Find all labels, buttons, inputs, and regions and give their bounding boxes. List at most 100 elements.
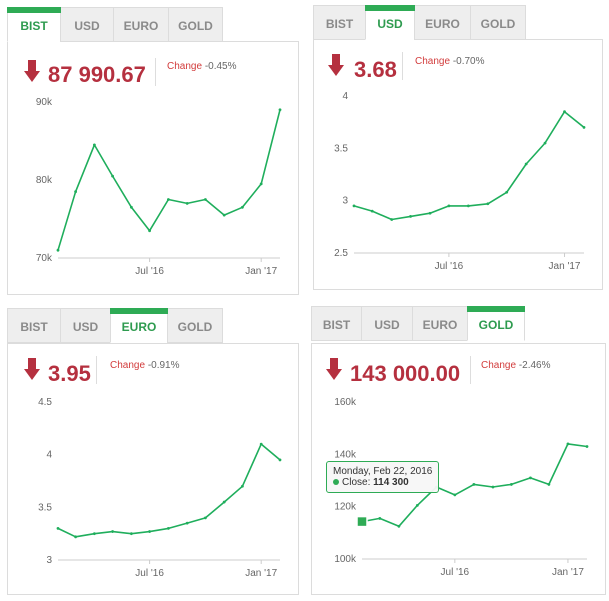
price-chart[interactable]: 2.5 3 3.5 4 Jul '16 Jan '17: [314, 88, 604, 278]
change-value: -0.45%: [204, 61, 237, 72]
data-point: [56, 248, 60, 252]
y-tick-label: 3: [46, 555, 52, 566]
tooltip-date: Monday, Feb 22, 2016: [333, 466, 433, 477]
data-point: [543, 141, 547, 145]
tab-euro[interactable]: EURO: [414, 5, 470, 40]
data-point: [524, 162, 528, 166]
x-tick-label: Jul '16: [135, 266, 164, 277]
change-value: -2.46%: [518, 360, 551, 371]
divider: [470, 356, 471, 384]
data-point: [547, 483, 551, 486]
data-point: [240, 205, 244, 209]
y-tick-label: 4.5: [38, 397, 52, 408]
data-point: [486, 202, 490, 206]
y-tick-label: 140k: [334, 449, 357, 460]
change-label: Change: [167, 61, 203, 72]
data-point: [166, 198, 170, 201]
down-arrow-icon: [328, 54, 344, 76]
tooltip-label: Close:: [342, 477, 371, 488]
x-tick-label: Jul '16: [435, 261, 464, 272]
tab-euro[interactable]: EURO: [412, 306, 467, 341]
x-tick-label: Jan '17: [245, 266, 277, 277]
quote-panel: 87 990.67 Change -0.45% 70k 80k 90k Jul '16…: [7, 41, 299, 295]
tab-bist[interactable]: BIST: [7, 7, 61, 42]
tab-gold[interactable]: GOLD: [168, 7, 223, 42]
series-line: [57, 443, 281, 538]
change-value: -0.91%: [147, 360, 180, 371]
divider: [96, 356, 97, 384]
tab-bar: BIST USD EURO GOLD: [313, 5, 526, 40]
data-point: [74, 535, 77, 539]
data-point: [111, 174, 114, 178]
y-tick-label: 4: [342, 91, 348, 102]
change-text: Change -0.91%: [110, 360, 180, 371]
tab-bist[interactable]: BIST: [311, 306, 361, 341]
down-arrow-icon: [24, 60, 40, 82]
tab-usd[interactable]: USD: [361, 306, 412, 341]
data-point: [56, 527, 60, 530]
data-point: [259, 442, 263, 446]
data-point: [278, 108, 282, 112]
data-point: [185, 202, 189, 205]
data-point: [505, 190, 509, 194]
tab-gold[interactable]: GOLD: [467, 306, 525, 341]
quote-panel: 143 000.00 Change -2.46% 100k 120k 140k 160…: [311, 343, 606, 595]
tooltip-row: Close: 114 300: [333, 477, 432, 488]
y-tick-label: 70k: [36, 253, 53, 264]
y-tick-label: 80k: [36, 175, 53, 186]
data-point: [563, 110, 566, 114]
tab-gold[interactable]: GOLD: [167, 308, 223, 343]
data-point: [409, 214, 412, 218]
gold-widget: BIST USD EURO GOLD 143 000.00 Change -2.…: [311, 306, 606, 595]
tooltip-value: 114 300: [373, 477, 409, 488]
series-line: [57, 109, 281, 251]
tab-usd[interactable]: USD: [365, 5, 415, 40]
data-point: [222, 213, 226, 217]
data-point: [585, 445, 589, 448]
change-label: Change: [415, 56, 451, 67]
tab-bist[interactable]: BIST: [7, 308, 60, 343]
y-tick-label: 160k: [334, 397, 357, 408]
price-chart[interactable]: 70k 80k 90k Jul '16 Jan '17: [8, 94, 300, 284]
tab-gold[interactable]: GOLD: [470, 5, 526, 40]
data-point: [259, 182, 263, 186]
data-point: [397, 524, 401, 528]
tab-usd[interactable]: USD: [60, 7, 113, 42]
change-label: Change: [110, 360, 146, 371]
data-point: [240, 484, 244, 488]
x-tick-label: Jan '17: [549, 261, 581, 272]
data-point: [491, 485, 495, 489]
data-point: [129, 532, 133, 536]
down-arrow-icon: [326, 358, 342, 380]
data-point: [222, 500, 226, 504]
chart-tooltip: Monday, Feb 22, 2016 Close: 114 300: [326, 461, 440, 493]
tab-usd[interactable]: USD: [60, 308, 110, 343]
tab-bist[interactable]: BIST: [313, 5, 365, 40]
x-tick-label: Jul '16: [135, 568, 164, 579]
tab-euro[interactable]: EURO: [113, 7, 168, 42]
tab-euro[interactable]: EURO: [110, 308, 168, 343]
hover-marker: [356, 515, 368, 528]
change-text: Change -0.45%: [167, 61, 237, 72]
price-chart[interactable]: 3 3.5 4 4.5 Jul '16 Jan '17: [8, 392, 300, 582]
data-point: [203, 516, 207, 520]
data-point: [378, 517, 382, 520]
data-point: [92, 532, 96, 536]
x-tick-label: Jan '17: [552, 567, 584, 578]
price-value: 3.95: [48, 361, 91, 386]
y-tick-label: 2.5: [334, 248, 348, 259]
change-text: Change -0.70%: [415, 56, 485, 67]
bist-widget: BIST USD EURO GOLD 87 990.67 Change -0.4…: [7, 7, 299, 295]
data-point: [148, 229, 151, 233]
data-point: [566, 442, 570, 446]
y-tick-label: 4: [46, 450, 52, 461]
price-value: 143 000.00: [350, 361, 461, 386]
y-tick-label: 90k: [36, 97, 53, 108]
change-value: -0.70%: [452, 56, 485, 67]
data-point: [390, 218, 394, 221]
data-point: [582, 126, 586, 129]
down-arrow-icon: [24, 358, 40, 380]
y-tick-label: 100k: [334, 554, 357, 565]
data-point: [415, 503, 419, 507]
